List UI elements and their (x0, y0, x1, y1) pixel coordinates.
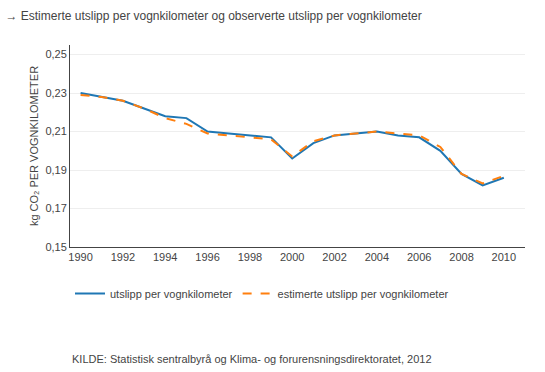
svg-text:1994: 1994 (153, 251, 177, 263)
svg-text:2004: 2004 (365, 251, 389, 263)
svg-text:kg CO₂ PER VOGNKILOMETER: kg CO₂ PER VOGNKILOMETER (28, 66, 40, 226)
svg-text:0,15: 0,15 (45, 241, 66, 253)
svg-text:0,25: 0,25 (45, 48, 66, 60)
svg-text:2002: 2002 (322, 251, 346, 263)
svg-text:2010: 2010 (492, 251, 516, 263)
svg-text:KILDE: Statistisk sentralbyrå: KILDE: Statistisk sentralbyrå og Klima- … (72, 353, 432, 365)
svg-text:2006: 2006 (407, 251, 431, 263)
svg-text:0,17: 0,17 (45, 202, 66, 214)
svg-text:estimerte utslipp per vognkilo: estimerte utslipp per vognkilometer (278, 288, 449, 300)
svg-text:2008: 2008 (449, 251, 473, 263)
svg-text:0,21: 0,21 (45, 125, 66, 137)
svg-text:→ Estimerte utslipp per vognki: → Estimerte utslipp per vognkilometer og… (5, 9, 421, 23)
svg-text:2000: 2000 (280, 251, 304, 263)
svg-text:utslipp per vognkilometer: utslipp per vognkilometer (110, 288, 233, 300)
svg-text:1996: 1996 (195, 251, 219, 263)
svg-text:1998: 1998 (238, 251, 262, 263)
svg-text:0,23: 0,23 (45, 87, 66, 99)
svg-text:1992: 1992 (111, 251, 135, 263)
svg-text:1990: 1990 (68, 251, 92, 263)
svg-text:0,19: 0,19 (45, 164, 66, 176)
